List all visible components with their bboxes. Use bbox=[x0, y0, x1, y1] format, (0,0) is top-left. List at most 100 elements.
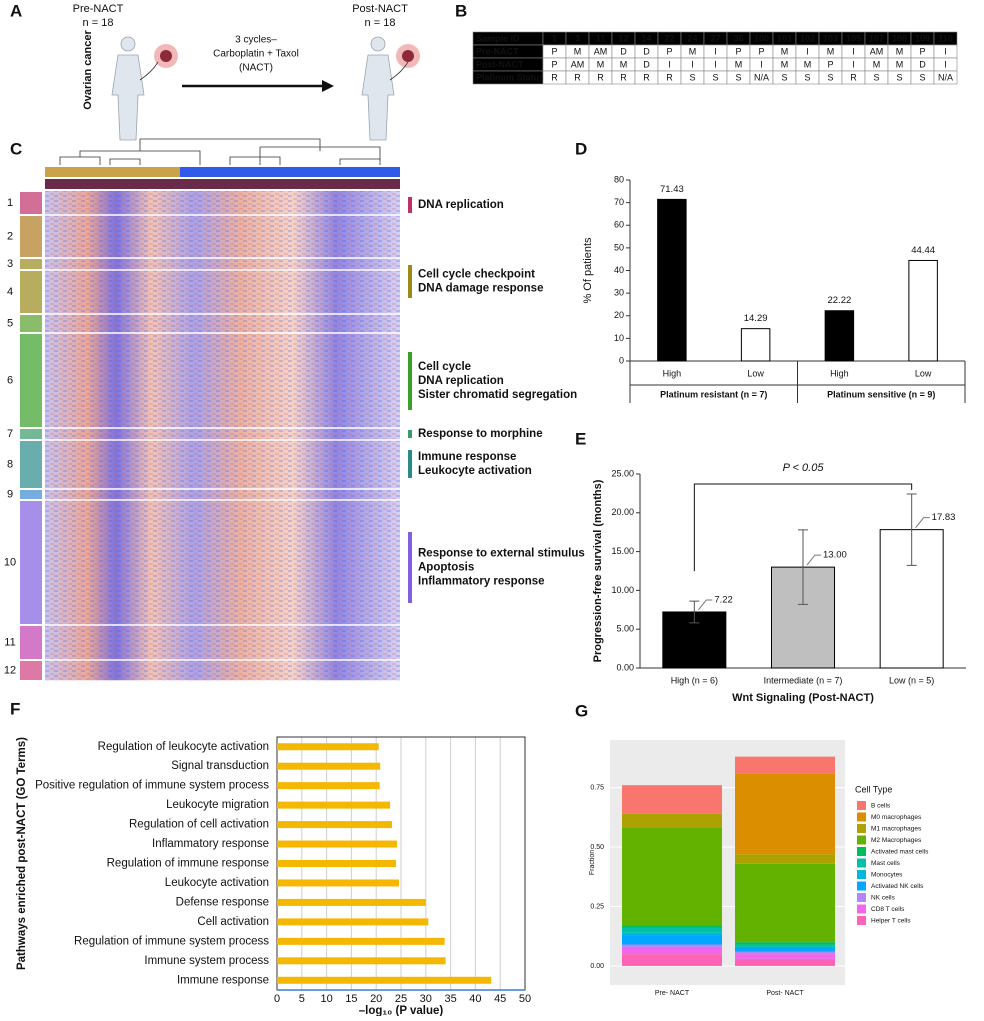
table-text: AM bbox=[571, 59, 585, 69]
legend-swatch bbox=[857, 812, 866, 822]
table-text: I bbox=[714, 46, 717, 56]
y-tick-label: 0.25 bbox=[590, 903, 604, 910]
x-tick-label: 5 bbox=[299, 993, 305, 1005]
error-bar bbox=[906, 493, 917, 566]
table-text: I bbox=[852, 59, 855, 69]
y-axis-label: Fraction bbox=[589, 850, 596, 875]
table-text: D bbox=[620, 46, 627, 56]
annotation-text: Cell cycle checkpoint bbox=[418, 269, 535, 281]
table-text: M bbox=[781, 59, 789, 69]
y-tick-label: 20.00 bbox=[611, 507, 634, 517]
table-text: 22 bbox=[664, 33, 674, 43]
sample-bar bbox=[180, 167, 400, 177]
bar bbox=[277, 801, 391, 809]
cluster-label: 10 bbox=[4, 556, 16, 568]
table-text: 3 bbox=[575, 33, 580, 43]
annotation-text: Sister chromatid segregation bbox=[418, 389, 577, 401]
x-axis-label: Wnt Signaling (Post-NACT) bbox=[732, 692, 874, 704]
annotation-bar bbox=[408, 197, 412, 213]
bar bbox=[277, 821, 393, 829]
legend-swatch bbox=[857, 847, 866, 856]
x-tick-label: Post- NACT bbox=[766, 990, 804, 997]
table-text: I bbox=[852, 46, 855, 56]
table-text: 36 bbox=[733, 33, 743, 43]
y-tick-label: Immune response bbox=[177, 974, 269, 986]
legend-swatch bbox=[857, 916, 866, 925]
x-tick-label: Low (n = 5) bbox=[889, 675, 934, 685]
cluster-label: 9 bbox=[7, 488, 13, 500]
legend-label: M1 macrophages bbox=[871, 826, 922, 833]
cluster-label: 11 bbox=[4, 636, 15, 648]
cluster-bracket bbox=[20, 334, 42, 427]
table-text: Pre-NACT bbox=[476, 46, 519, 56]
table-text: R bbox=[620, 72, 627, 82]
table-text: S bbox=[827, 72, 833, 82]
x-tick-label: Intermediate (n = 7) bbox=[764, 675, 843, 685]
bar bbox=[657, 198, 687, 362]
label: 3 cycles– bbox=[235, 35, 277, 46]
x-tick-label: High bbox=[663, 368, 682, 378]
table-text: P bbox=[735, 46, 741, 56]
annotation-bar bbox=[408, 430, 412, 438]
cluster-bracket bbox=[20, 192, 42, 214]
y-tick-label: Immune system process bbox=[144, 955, 269, 967]
cluster-label: 2 bbox=[7, 230, 13, 242]
table-text: M bbox=[781, 46, 789, 56]
table-text: R bbox=[597, 72, 604, 82]
legend-swatch bbox=[857, 893, 866, 902]
table-text: M bbox=[620, 59, 628, 69]
y-tick-label: 5.00 bbox=[616, 624, 634, 634]
table-text: I bbox=[806, 46, 809, 56]
cluster-label: 5 bbox=[7, 317, 13, 329]
cluster-bracket bbox=[20, 259, 42, 269]
legend-label: CD8 T cells bbox=[871, 906, 905, 913]
table-text: M bbox=[689, 46, 697, 56]
table-text: R bbox=[666, 72, 673, 82]
table-text: S bbox=[712, 72, 718, 82]
bar-segment bbox=[735, 863, 835, 943]
table-text: 107 bbox=[869, 33, 884, 43]
x-tick-label: 15 bbox=[345, 993, 357, 1005]
bar bbox=[277, 957, 446, 965]
table-text: N/A bbox=[938, 72, 953, 82]
x-tick-label: High bbox=[830, 368, 849, 378]
x-tick-label: 20 bbox=[370, 993, 382, 1005]
table-text: I bbox=[691, 59, 694, 69]
table-text: 12 bbox=[618, 33, 628, 43]
dendrogram bbox=[59, 138, 381, 165]
panel-label: E bbox=[575, 429, 586, 448]
table-text: P bbox=[551, 59, 557, 69]
table-text: S bbox=[804, 72, 810, 82]
bar bbox=[277, 976, 492, 984]
cluster-label: 12 bbox=[4, 664, 16, 676]
table-text: 1 bbox=[552, 33, 557, 43]
value-label: 14.29 bbox=[744, 313, 768, 324]
leader bbox=[697, 599, 713, 611]
x-tick-label: Pre- NACT bbox=[655, 990, 690, 997]
bar bbox=[277, 840, 398, 848]
arrow-head bbox=[322, 80, 334, 92]
y-tick-label: 0.00 bbox=[590, 963, 604, 970]
y-tick-label: Signal transduction bbox=[171, 760, 269, 772]
table-text: I bbox=[944, 59, 947, 69]
panel-label: D bbox=[575, 139, 587, 158]
y-tick-label: 10.00 bbox=[611, 585, 634, 595]
bar-segment bbox=[622, 944, 722, 947]
table-text: P bbox=[827, 59, 833, 69]
legend-swatch bbox=[857, 835, 866, 845]
bar bbox=[277, 860, 397, 867]
x-axis-label: –log₁₀ (P value) bbox=[359, 1005, 444, 1016]
value-label: 44.44 bbox=[911, 245, 935, 256]
label: Pre-NACT bbox=[73, 3, 124, 15]
y-tick-label: 0 bbox=[619, 355, 624, 365]
bar bbox=[277, 898, 426, 906]
significance-bracket bbox=[693, 483, 913, 572]
error-bar bbox=[689, 600, 700, 624]
x-tick-label: 0 bbox=[274, 993, 280, 1005]
y-tick-label: Regulation of immune response bbox=[107, 858, 269, 870]
y-tick-label: 25.00 bbox=[611, 468, 634, 478]
x-tick-label: 40 bbox=[469, 993, 481, 1005]
y-tick-label: Leukocyte activation bbox=[165, 877, 269, 889]
annotation-text: Apoptosis bbox=[418, 562, 474, 574]
